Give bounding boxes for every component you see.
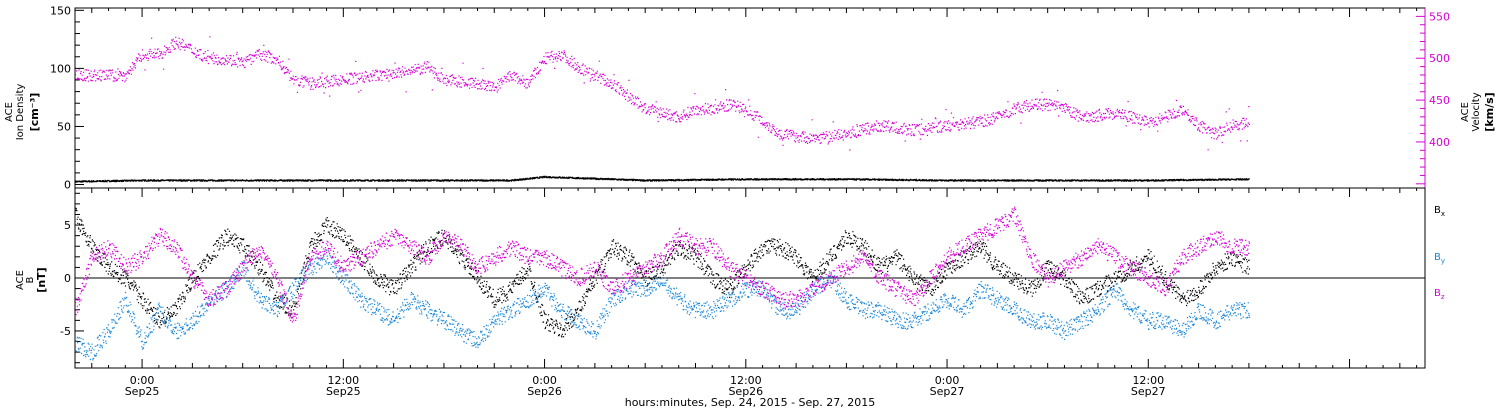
- top-panel: 0 50 100 150 400 450 500 550: [50, 4, 1450, 191]
- top-right-tick-label: 500: [1429, 52, 1450, 65]
- bx-points: [75, 207, 1251, 338]
- bx-series: [75, 207, 1251, 338]
- top-right-axis-unit: [km/s]: [1483, 92, 1496, 131]
- x-tick-day: Sep26: [527, 385, 562, 398]
- top-left-tick-label: 100: [50, 62, 71, 75]
- x-axis-title: hours:minutes, Sep. 24, 2015 - Sep. 27, …: [625, 396, 876, 409]
- bottom-left-axis-label-line2: B: [25, 276, 36, 283]
- bottom-left-tick-label: 5: [64, 219, 71, 232]
- x-tick-day: Sep26: [728, 385, 763, 398]
- bottom-left-axis-unit: [nT]: [35, 267, 48, 292]
- top-left-axis-label: ACE Ion Density [cm⁻³]: [4, 84, 41, 141]
- x-tick-day: Sep27: [930, 385, 965, 398]
- bottom-left-axis-label: ACE B [nT]: [15, 267, 48, 292]
- x-tick-time: 12:00: [730, 374, 762, 387]
- density-series: [75, 175, 1250, 183]
- x-tick-day: Sep25: [125, 385, 160, 398]
- legend-by: By: [1434, 252, 1445, 265]
- by-points: [75, 249, 1251, 361]
- by-series: [75, 249, 1251, 361]
- top-left-axis-label-line1: ACE: [4, 102, 15, 122]
- top-right-axis-label-line2: Velocity: [1471, 92, 1482, 131]
- x-tick-time: 12:00: [327, 374, 359, 387]
- x-tick-time: 0:00: [935, 374, 960, 387]
- bottom-panel: -5 0 5 Bx By Bz: [60, 187, 1445, 369]
- velocity-points: [75, 36, 1250, 151]
- top-left-axis-label-line2: Ion Density: [15, 84, 26, 141]
- legend-bz: Bz: [1434, 288, 1445, 301]
- x-tick-day: Sep27: [1131, 385, 1166, 398]
- top-right-axis-label-line1: ACE: [1460, 102, 1471, 122]
- top-left-tick-label: 0: [64, 179, 71, 192]
- top-right-tick-label: 400: [1429, 136, 1450, 149]
- legend-bx: Bx: [1434, 205, 1445, 218]
- top-right-tick-label: 550: [1429, 10, 1450, 23]
- bottom-left-axis-label-line1: ACE: [15, 270, 26, 290]
- x-tick-day: Sep25: [326, 385, 361, 398]
- top-left-tick-label: 150: [50, 4, 71, 17]
- bottom-left-tick-label: -5: [60, 325, 71, 338]
- x-tick-time: 0:00: [532, 374, 557, 387]
- top-right-tick-label: 450: [1429, 94, 1450, 107]
- x-tick-time: 0:00: [130, 374, 155, 387]
- velocity-series: [75, 36, 1250, 151]
- x-tick-time: 12:00: [1132, 374, 1164, 387]
- top-left-tick-label: 50: [57, 120, 71, 133]
- bottom-left-tick-label: 0: [64, 272, 71, 285]
- top-left-axis-unit: [cm⁻³]: [28, 93, 41, 132]
- x-axis: 0:00Sep2512:00Sep250:00Sep2612:00Sep260:…: [91, 8, 1418, 398]
- density-points: [75, 175, 1250, 183]
- top-panel-frame: [74, 7, 1426, 189]
- top-right-axis-label: ACE Velocity [km/s]: [1460, 92, 1496, 131]
